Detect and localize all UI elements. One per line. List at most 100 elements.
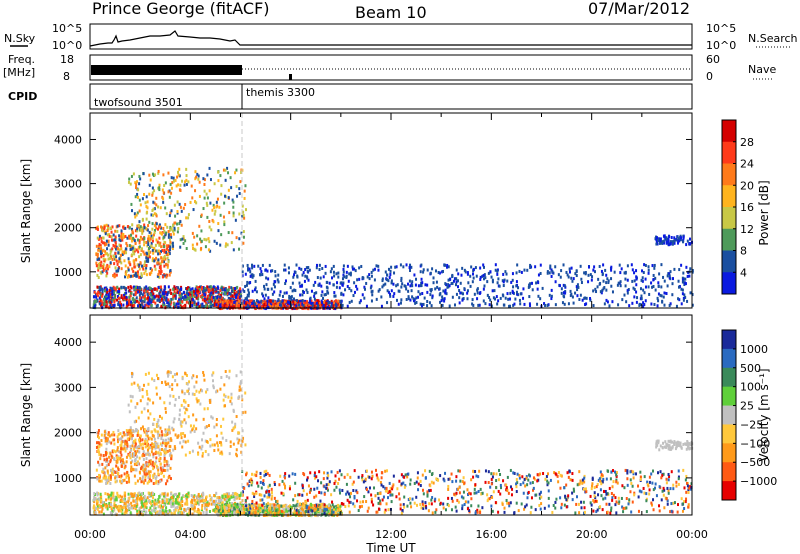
- velocity-data-point: [186, 495, 189, 499]
- power-data-point: [475, 274, 478, 278]
- velocity-data-point: [145, 502, 148, 506]
- power-data-point: [138, 293, 141, 297]
- velocity-data-point: [152, 500, 155, 504]
- velocity-data-point: [339, 504, 342, 508]
- power-data-point: [147, 259, 150, 263]
- power-data-point: [132, 236, 135, 240]
- power-data-point: [446, 263, 449, 267]
- power-data-point: [585, 302, 588, 306]
- power-data-point: [128, 297, 131, 301]
- power-data-point: [426, 283, 429, 287]
- power-data-point: [293, 302, 296, 306]
- power-data-point: [108, 233, 111, 237]
- freq-panel: Freq. [MHz] 18 8 60 0 Nave: [3, 53, 776, 83]
- power-data-point: [108, 299, 111, 303]
- power-data-point: [130, 202, 133, 206]
- power-data-point: [123, 259, 126, 263]
- power-data-point: [494, 263, 497, 267]
- power-data-point: [270, 287, 273, 291]
- power-data-point: [483, 284, 486, 288]
- power-data-point: [206, 297, 209, 301]
- velocity-data-point: [313, 507, 316, 511]
- power-data-point: [166, 265, 169, 269]
- power-data-point: [158, 292, 161, 296]
- power-data-point: [297, 300, 300, 304]
- power-data-point: [98, 296, 101, 300]
- power-data-point: [159, 241, 162, 245]
- power-data-point: [455, 268, 458, 272]
- power-data-point: [102, 263, 105, 267]
- power-data-point: [206, 294, 209, 298]
- power-data-point: [290, 295, 293, 299]
- power-data-point: [142, 172, 145, 176]
- power-data-point: [133, 273, 136, 277]
- power-data-point: [115, 298, 118, 302]
- power-data-point: [221, 300, 224, 304]
- power-data-point: [227, 188, 230, 192]
- velocity-data-point: [137, 494, 140, 498]
- power-data-point: [390, 281, 393, 285]
- power-data-point: [288, 301, 291, 305]
- velocity-data-point: [92, 506, 95, 510]
- power-data-point: [212, 220, 215, 224]
- power-data-point: [177, 226, 180, 230]
- power-data-point: [397, 302, 400, 306]
- power-data-point: [245, 208, 248, 212]
- power-data-point: [308, 268, 311, 272]
- velocity-data-point: [142, 463, 145, 467]
- power-data-point: [235, 236, 238, 240]
- power-data-point: [158, 183, 161, 187]
- power-data-point: [157, 252, 160, 256]
- power-data-point: [458, 296, 461, 300]
- power-data-point: [458, 289, 461, 293]
- power-data-point: [161, 249, 164, 253]
- power-data-point: [208, 166, 211, 170]
- velocity-data-point: [230, 504, 233, 508]
- power-data-point: [149, 287, 152, 291]
- power-data-point: [482, 299, 485, 303]
- power-data-point: [95, 226, 98, 230]
- power-data-point: [686, 239, 689, 243]
- power-data-point: [296, 275, 299, 279]
- power-data-point: [167, 171, 170, 175]
- velocity-data-point: [118, 475, 121, 479]
- power-data-point: [508, 297, 511, 301]
- power-data-point: [233, 290, 236, 294]
- power-data-point: [529, 303, 532, 307]
- power-data-point: [300, 302, 303, 306]
- power-data-point: [399, 301, 402, 305]
- power-data-point: [151, 209, 154, 213]
- velocity-data-point: [169, 500, 172, 504]
- power-data-point: [118, 257, 121, 261]
- velocity-data-point: [292, 504, 295, 508]
- power-data-point: [300, 267, 303, 271]
- power-data-point: [157, 295, 160, 299]
- power-data-point: [101, 288, 104, 292]
- velocity-data-point: [314, 511, 317, 515]
- velocity-data-point: [129, 511, 132, 515]
- velocity-data-point: [163, 499, 166, 503]
- power-data-point: [248, 267, 251, 271]
- power-data-point: [173, 228, 176, 232]
- power-data-point: [255, 299, 258, 303]
- power-data-point: [213, 239, 216, 243]
- power-data-point: [461, 298, 464, 302]
- power-data-point: [128, 295, 131, 299]
- velocity-data-point: [193, 506, 196, 510]
- power-data-point: [266, 287, 269, 291]
- power-data-point: [226, 292, 229, 296]
- power-data-point: [223, 288, 226, 292]
- power-data-point: [101, 264, 104, 268]
- velocity-data-point: [154, 506, 157, 510]
- power-data-point: [99, 244, 102, 248]
- power-data-point: [106, 271, 109, 275]
- velocity-data-point: [184, 494, 187, 498]
- power-data-point: [601, 288, 604, 292]
- power-data-point: [158, 243, 161, 247]
- velocity-data-point: [124, 506, 127, 510]
- power-data-point: [635, 275, 638, 279]
- power-data-point: [167, 249, 170, 253]
- power-data-point: [165, 262, 168, 266]
- power-data-point: [373, 267, 376, 271]
- power-data-point: [223, 220, 226, 224]
